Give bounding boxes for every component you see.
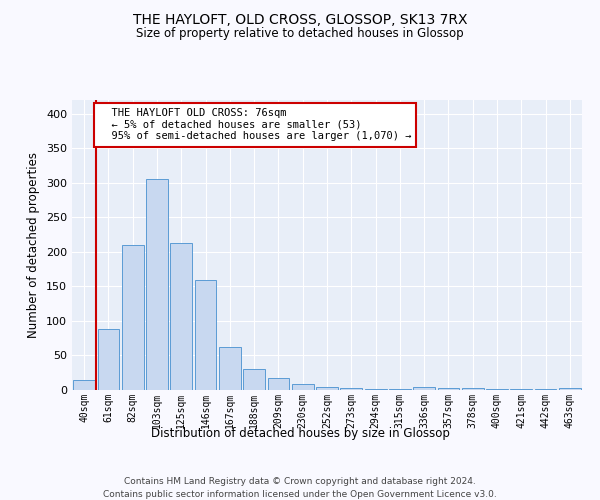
Bar — [73, 380, 95, 390]
Bar — [413, 387, 435, 390]
Bar — [146, 180, 168, 390]
Text: Distribution of detached houses by size in Glossop: Distribution of detached houses by size … — [151, 428, 449, 440]
Bar — [389, 388, 411, 390]
Text: THE HAYLOFT, OLD CROSS, GLOSSOP, SK13 7RX: THE HAYLOFT, OLD CROSS, GLOSSOP, SK13 7R… — [133, 12, 467, 26]
Bar — [559, 388, 581, 390]
Bar — [243, 368, 265, 390]
Bar — [194, 280, 217, 390]
Bar — [292, 384, 314, 390]
Bar — [219, 346, 241, 390]
Bar — [511, 388, 532, 390]
Bar — [340, 388, 362, 390]
Bar — [122, 245, 143, 390]
Bar — [365, 388, 386, 390]
Bar — [97, 329, 119, 390]
Text: Contains HM Land Registry data © Crown copyright and database right 2024.
Contai: Contains HM Land Registry data © Crown c… — [103, 478, 497, 499]
Bar — [316, 386, 338, 390]
Bar — [268, 378, 289, 390]
Y-axis label: Number of detached properties: Number of detached properties — [28, 152, 40, 338]
Text: THE HAYLOFT OLD CROSS: 76sqm
  ← 5% of detached houses are smaller (53)
  95% of: THE HAYLOFT OLD CROSS: 76sqm ← 5% of det… — [99, 108, 411, 142]
Bar — [462, 388, 484, 390]
Bar — [170, 243, 192, 390]
Text: Size of property relative to detached houses in Glossop: Size of property relative to detached ho… — [136, 28, 464, 40]
Bar — [437, 388, 460, 390]
